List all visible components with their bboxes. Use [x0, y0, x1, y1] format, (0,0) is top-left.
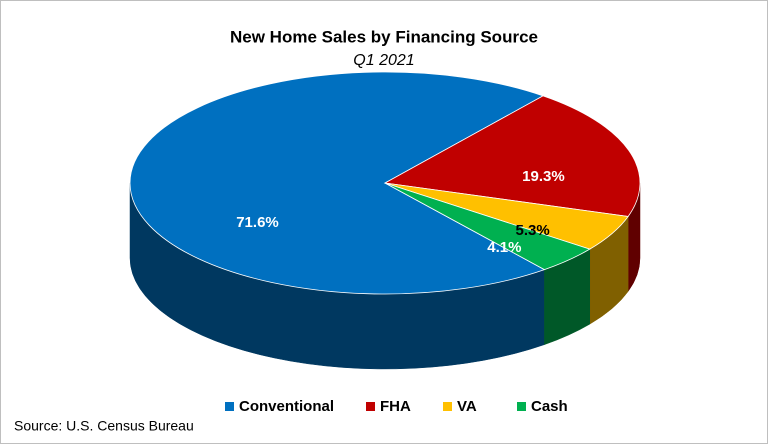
data-label: 71.6% [236, 214, 279, 231]
data-label: 4.1% [487, 239, 521, 256]
legend: Conventional FHA VA Cash [225, 398, 568, 415]
data-labels: 71.6% 19.3% 5.3%4.1% [236, 168, 564, 256]
pie-tops [129, 71, 641, 295]
legend-swatch [517, 402, 526, 411]
chart-title: New Home Sales by Financing Source [230, 27, 538, 46]
pie-slice [129, 71, 546, 295]
legend-label: Cash [531, 398, 568, 415]
pie-slice [384, 182, 591, 271]
legend-label: FHA [380, 398, 411, 415]
chart-subtitle: Q1 2021 [353, 52, 414, 69]
data-label: 19.3% [522, 168, 565, 185]
data-label: 5.3% [515, 222, 549, 239]
legend-label: Conventional [239, 398, 334, 415]
legend-swatch [443, 402, 452, 411]
legend-swatch [225, 402, 234, 411]
pie-slice [383, 95, 641, 217]
legend-label: VA [457, 398, 477, 415]
source-note: Source: U.S. Census Bureau [14, 418, 194, 434]
legend-swatch [366, 402, 375, 411]
